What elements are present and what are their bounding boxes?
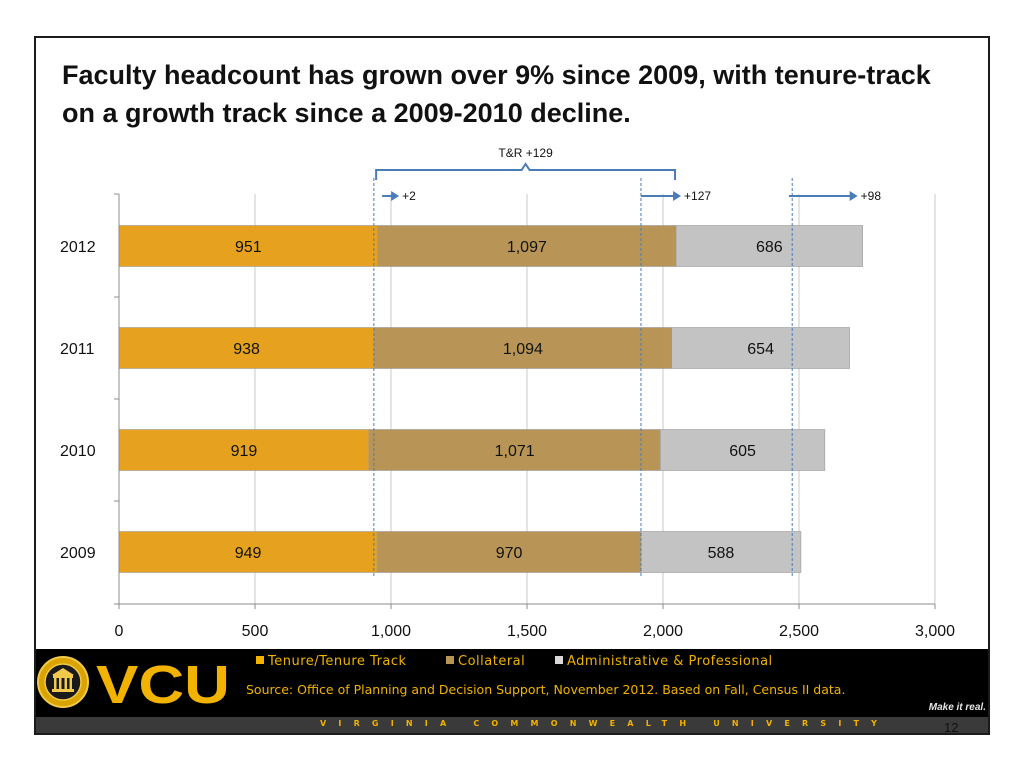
bar-2011-series-2: [671, 327, 850, 369]
x-tick-label: 1,000: [371, 623, 411, 640]
bar-2012-series-1: [377, 225, 677, 267]
group-bracket-label: T&R +129: [498, 146, 553, 160]
legend-item-tenure: Tenure/Tenure Track: [256, 654, 407, 669]
group-bracket: [375, 162, 677, 180]
change-label: +98: [861, 189, 882, 203]
data-label: 686: [756, 239, 783, 256]
data-label: 1,071: [495, 443, 535, 460]
data-label: 654: [747, 341, 774, 358]
legend-swatch-tenure: [256, 656, 264, 664]
data-label: 938: [233, 341, 260, 358]
bar-2010-series-1: [368, 429, 661, 471]
chart-axes: 0 500 1,000 1,500 2,000 2,500 3,000 2012 2011 201…: [60, 193, 955, 640]
bar-2010-series-2: [659, 429, 826, 471]
data-label: 588: [708, 545, 735, 562]
x-tick-label: 3,000: [915, 623, 955, 640]
x-tick-label: 500: [242, 623, 269, 640]
data-label: 949: [235, 545, 262, 562]
y-tick-label: 2010: [60, 443, 96, 460]
change-arrow-head-2: [849, 191, 858, 201]
legend-item-admin: Administrative & Professional: [555, 654, 773, 669]
bar-2010-series-0: [118, 429, 370, 471]
bar-2009-series-0: [118, 531, 378, 573]
bar-2012-series-0: [118, 225, 378, 267]
data-label: 919: [231, 443, 258, 460]
vcu-logo: VCU: [37, 655, 230, 711]
chart-annotations: T&R +129 +2 +127 +98: [373, 146, 882, 578]
change-label: +127: [684, 189, 711, 203]
bar-2012-series-2: [675, 225, 863, 267]
page-number: 12: [944, 720, 959, 735]
vcu-wordmark: VCU: [96, 655, 230, 711]
tagline: Make it real.: [928, 702, 986, 713]
university-bar: [36, 717, 988, 733]
x-tick-label: 1,500: [507, 623, 547, 640]
slide-title: Faculty headcount has grown over 9% sinc…: [62, 60, 931, 128]
x-tick-label: 2,000: [643, 623, 683, 640]
data-label: 605: [729, 443, 756, 460]
y-tick-label: 2011: [60, 341, 95, 358]
data-label: 970: [496, 545, 523, 562]
legend-label-collateral: Collateral: [458, 654, 526, 669]
bar-2011-series-1: [373, 327, 673, 369]
y-tick-label: 2012: [60, 239, 96, 256]
legend-swatch-collateral: [446, 656, 454, 664]
y-tick-label: 2009: [60, 545, 96, 562]
data-label: 1,094: [503, 341, 543, 358]
slide-frame: [34, 36, 990, 735]
change-label: +2: [402, 189, 416, 203]
data-label: 951: [235, 239, 262, 256]
change-arrow-head-0: [391, 191, 400, 201]
change-arrow-head-1: [673, 191, 682, 201]
legend-label-admin: Administrative & Professional: [567, 654, 773, 669]
x-tick-label: 2,500: [779, 623, 819, 640]
data-label: 1,097: [507, 239, 547, 256]
legend-label-tenure: Tenure/Tenure Track: [268, 654, 407, 669]
legend-swatch-admin: [555, 656, 563, 664]
x-tick-label: 0: [115, 623, 124, 640]
university-seal-icon: [37, 656, 89, 708]
bar-2009-series-2: [640, 531, 802, 573]
legend-item-collateral: Collateral: [446, 654, 525, 669]
university-name: VIRGINIA COMMONWEALTH UNIVERSITY: [320, 719, 890, 728]
bar-2009-series-1: [376, 531, 642, 573]
chart-bars: 951 1,097 686 938 1,094 654 919 1,071 605 949 970 5…: [118, 225, 863, 573]
source-note: Source: Office of Planning and Decision …: [246, 682, 846, 697]
